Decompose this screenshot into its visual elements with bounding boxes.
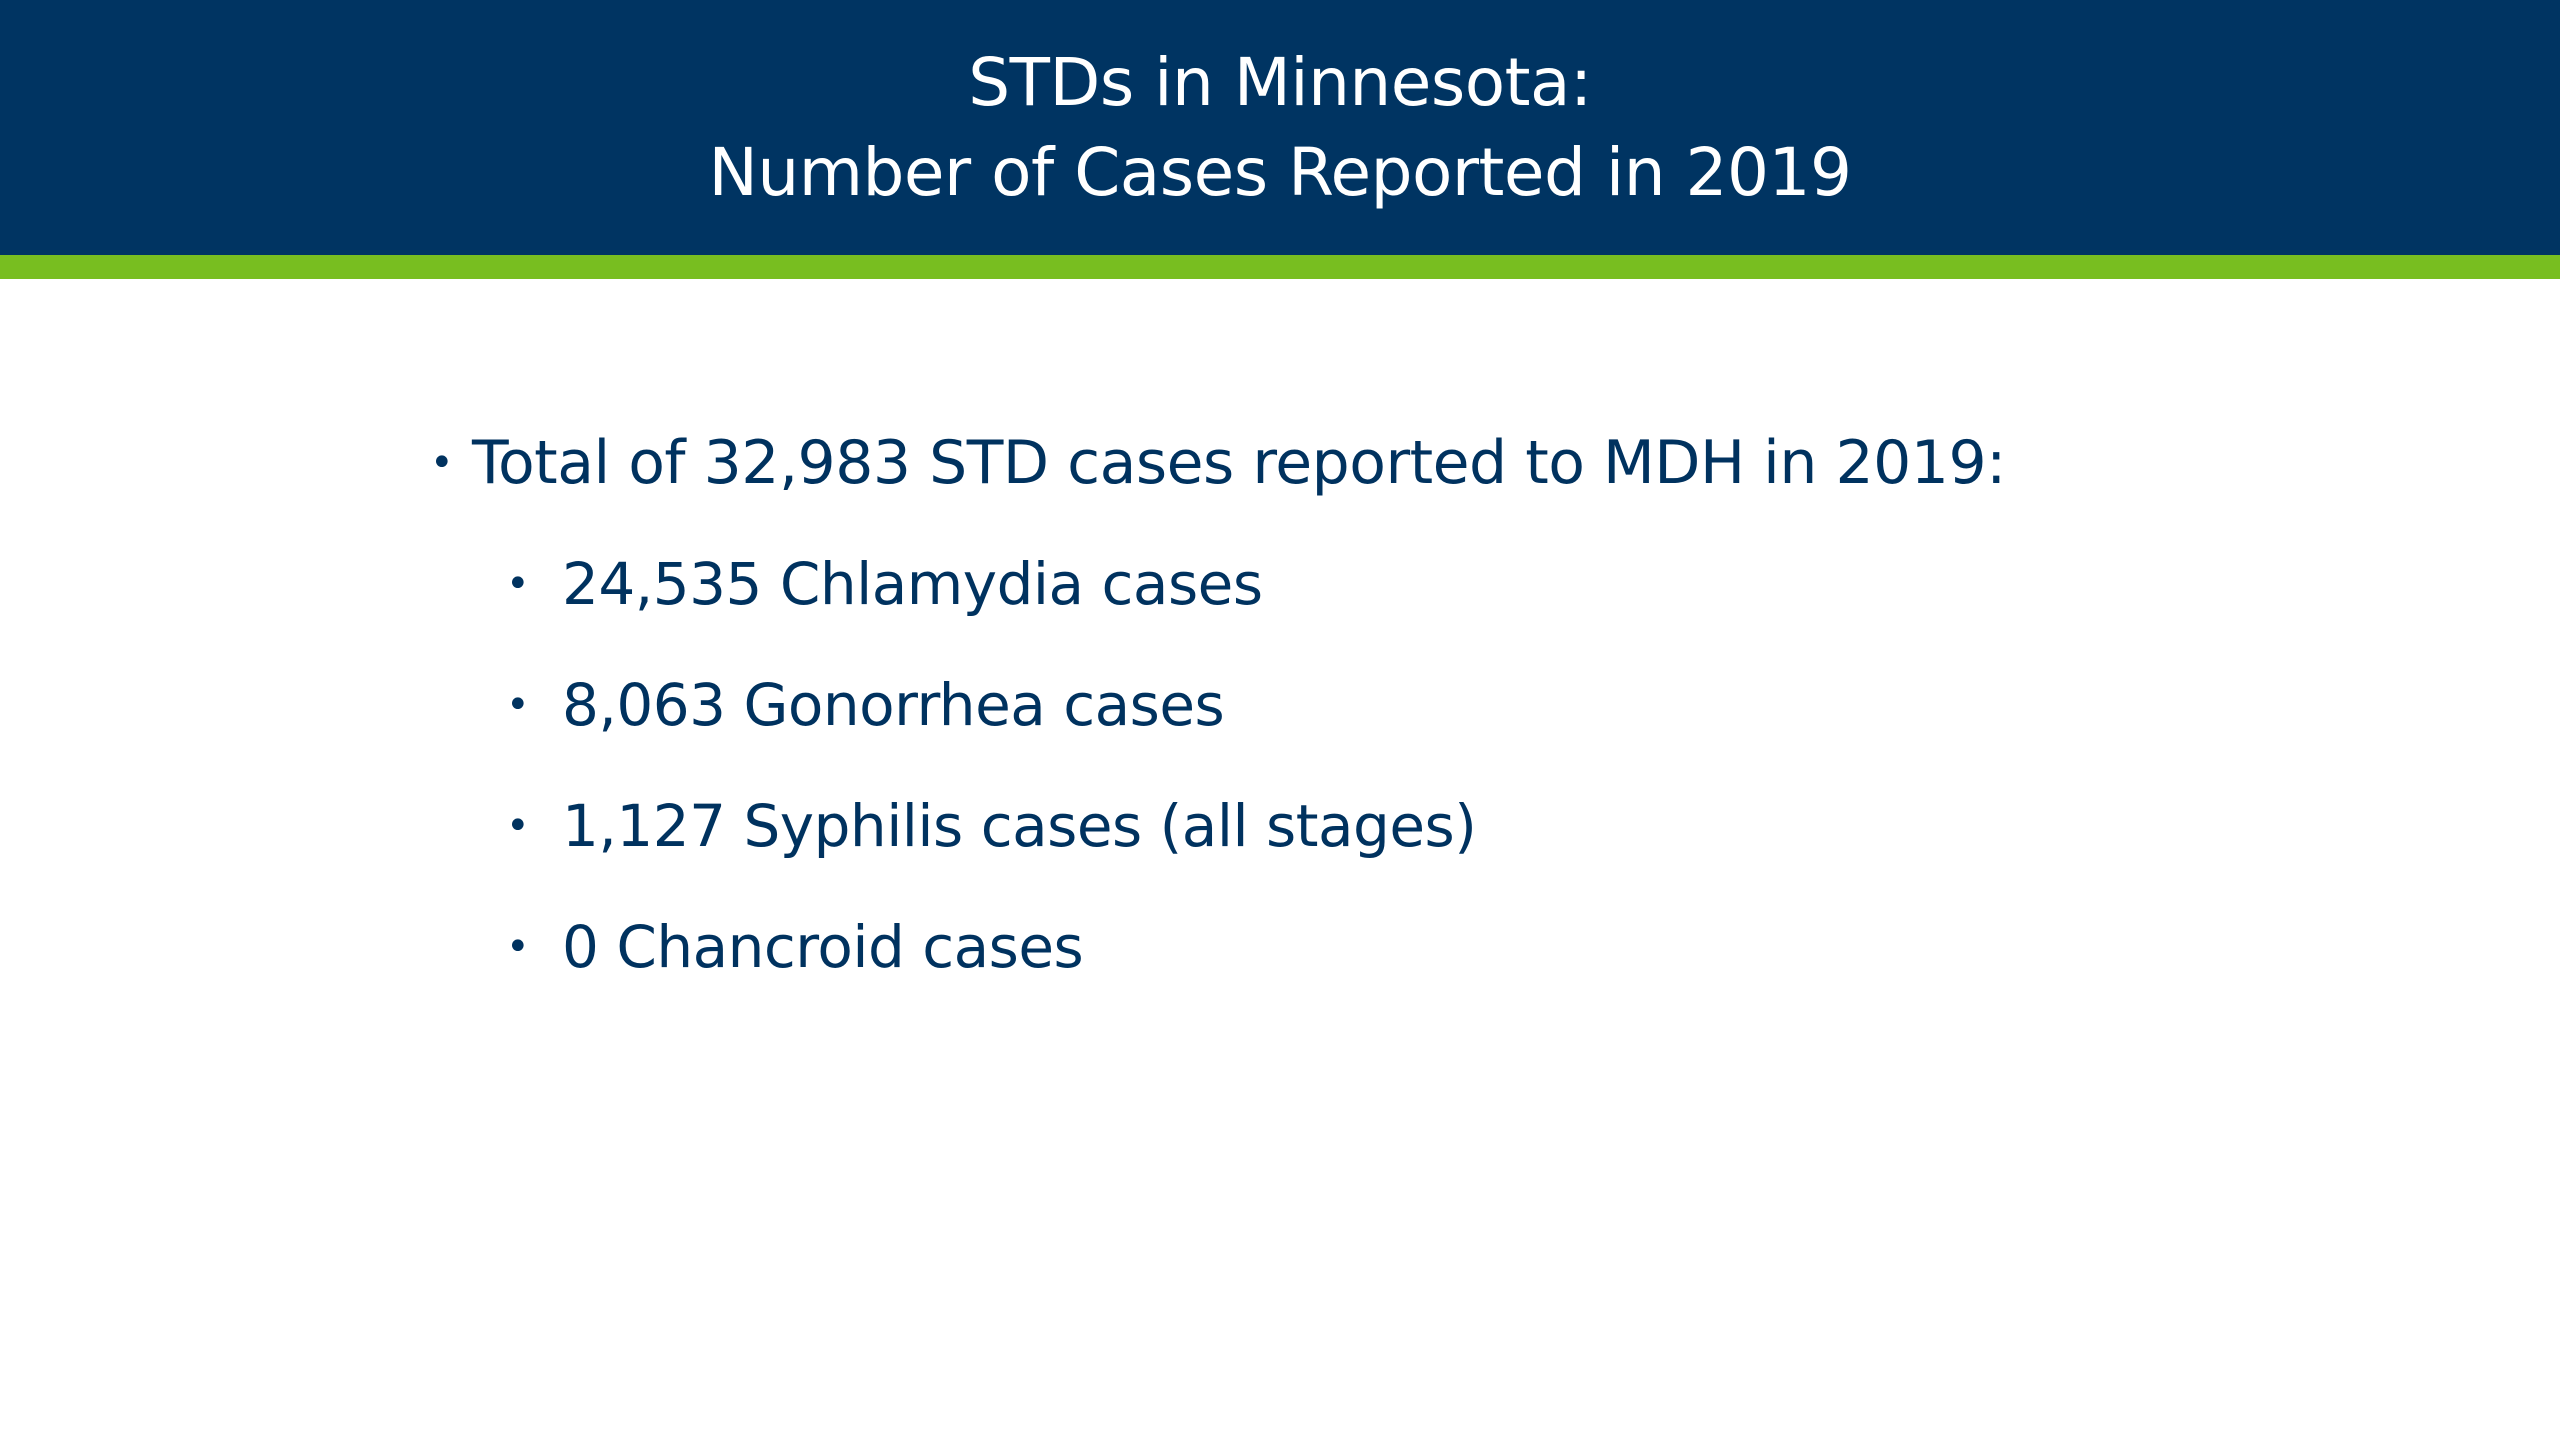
sub-bullet-text-chancroid: 0 Chancroid cases [562, 913, 1084, 981]
bullet-icon: • [506, 561, 530, 607]
bullet-text-total: Total of 32,983 STD cases reported to MD… [472, 428, 2006, 498]
bullet-icon: • [506, 803, 530, 849]
bullet-list: • Total of 32,983 STD cases reported to … [430, 420, 2330, 1025]
sub-bullet-chancroid: • 0 Chancroid cases [430, 904, 2330, 990]
sub-bullet-text-chlamydia: 24,535 Chlamydia cases [562, 550, 1263, 618]
sub-bullet-gonorrhea: • 8,063 Gonorrhea cases [430, 662, 2330, 748]
bullet-icon: • [506, 924, 530, 970]
bullet-icon: • [430, 440, 454, 486]
sub-bullet-text-syphilis: 1,127 Syphilis cases (all stages) [562, 792, 1477, 860]
sub-bullet-text-gonorrhea: 8,063 Gonorrhea cases [562, 671, 1225, 739]
accent-divider-bar [0, 255, 2560, 279]
slide-title-line-1: STDs in Minnesota: [968, 43, 1592, 121]
bullet-item-total: • Total of 32,983 STD cases reported to … [430, 420, 2330, 506]
slide-title-line-2: Number of Cases Reported in 2019 [708, 133, 1852, 211]
bullet-icon: • [506, 682, 530, 728]
title-banner: STDs in Minnesota: Number of Cases Repor… [0, 0, 2560, 255]
sub-bullet-chlamydia: • 24,535 Chlamydia cases [430, 541, 2330, 627]
sub-bullet-syphilis: • 1,127 Syphilis cases (all stages) [430, 783, 2330, 869]
